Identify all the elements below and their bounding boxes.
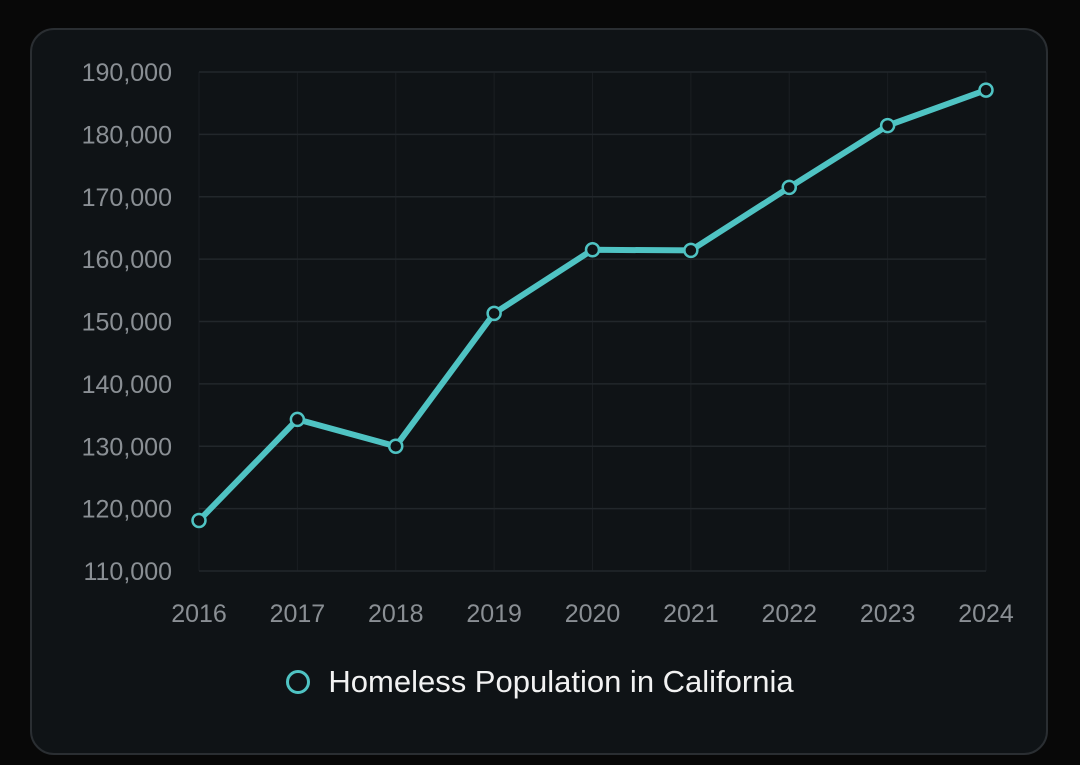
y-axis-ticks: 110,000 120,000 130,000 140,000 150,000 160,0… [82, 59, 172, 586]
data-point[interactable] [879, 117, 896, 134]
x-tick-label: 2024 [958, 600, 1014, 628]
x-tick-label: 2018 [368, 600, 424, 628]
y-tick-label: 150,000 [82, 309, 172, 337]
data-point[interactable] [388, 438, 404, 454]
data-point[interactable] [683, 242, 699, 259]
y-tick-label: 140,000 [82, 371, 172, 399]
grid-lines [198, 71, 987, 572]
chart-card [30, 28, 1048, 755]
x-tick-label: 2022 [761, 600, 817, 628]
data-point[interactable] [978, 82, 994, 98]
y-tick-label: 120,000 [82, 496, 172, 524]
data-point[interactable] [486, 305, 502, 322]
legend-label: Homeless Population in California [328, 664, 794, 699]
y-tick-label: 110,000 [83, 558, 172, 586]
data-point[interactable] [781, 179, 797, 196]
y-tick-label: 160,000 [82, 246, 172, 274]
x-tick-label: 2023 [860, 600, 916, 628]
data-point[interactable] [289, 411, 306, 428]
y-tick-label: 190,000 [82, 59, 172, 87]
x-axis-ticks: 2016 2017 2018 2019 2020 2021 2022 2023 2024 [171, 600, 1014, 628]
x-tick-label: 2017 [270, 600, 326, 628]
x-tick-label: 2019 [466, 600, 522, 628]
x-tick-label: 2016 [171, 600, 227, 628]
x-tick-label: 2020 [565, 600, 621, 628]
legend[interactable]: Homeless Population in California [0, 660, 1080, 704]
y-tick-label: 130,000 [82, 433, 172, 461]
data-point[interactable] [584, 242, 601, 258]
series-layer [191, 82, 994, 529]
y-tick-label: 180,000 [82, 121, 172, 149]
legend-circle-icon [286, 670, 311, 694]
y-tick-label: 170,000 [82, 184, 172, 212]
data-point[interactable] [191, 512, 207, 529]
x-tick-label: 2021 [663, 600, 719, 628]
